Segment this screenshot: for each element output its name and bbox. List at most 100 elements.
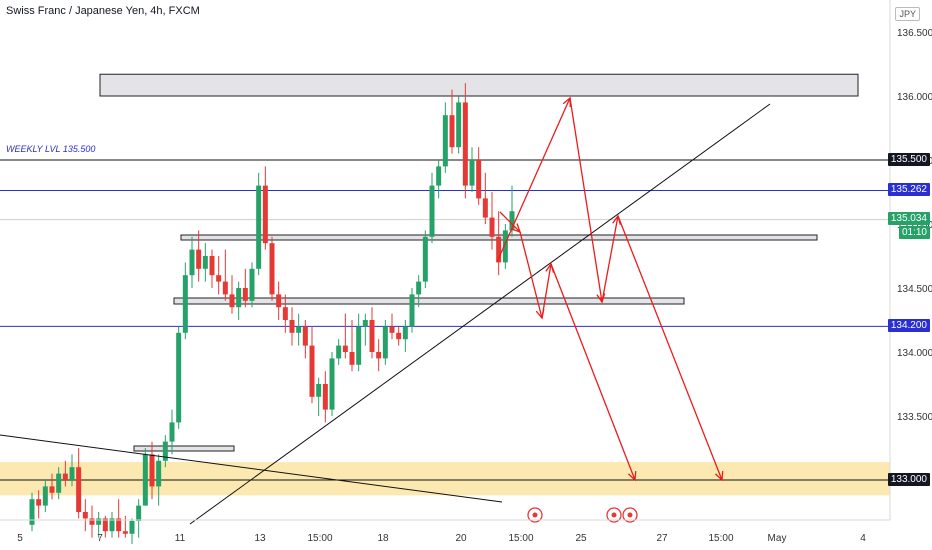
candle-body — [242, 288, 248, 301]
candle — [356, 313, 362, 372]
y-tick-label: 135.000 — [897, 220, 932, 231]
candle-body — [422, 236, 428, 282]
candle — [309, 326, 315, 404]
candle-body — [322, 384, 328, 410]
candle-body — [89, 518, 95, 525]
event-marker-dot — [627, 512, 633, 518]
price-tag-133000: 133.000 — [887, 473, 930, 486]
candle-body — [109, 518, 115, 532]
x-tick-label: 11 — [175, 533, 186, 544]
projection-segment — [499, 211, 521, 233]
candle-body — [36, 499, 42, 506]
projection-segment — [601, 215, 619, 303]
candle — [422, 230, 428, 288]
y-tick-label: 134.000 — [897, 348, 932, 359]
candle — [36, 490, 42, 519]
candle-body — [176, 332, 182, 423]
x-tick-label: 20 — [455, 533, 467, 544]
candle — [102, 515, 108, 538]
candle — [362, 313, 368, 346]
candle-body — [262, 185, 268, 244]
candle — [262, 166, 268, 250]
range-box-small — [133, 445, 235, 452]
candle — [189, 236, 195, 288]
candle — [196, 230, 202, 282]
candle-body — [342, 345, 348, 352]
candle-body — [189, 249, 195, 276]
candle-body — [409, 294, 415, 327]
candle-body — [196, 249, 202, 269]
x-tick-label: 18 — [377, 533, 389, 544]
candle-body — [82, 512, 88, 519]
x-tick-label: May — [768, 533, 787, 544]
projection-segment — [569, 97, 603, 303]
candle — [469, 147, 475, 192]
candle — [296, 313, 302, 346]
x-tick-label: 15:00 — [708, 533, 733, 544]
x-tick-label: 27 — [656, 533, 668, 544]
candle-body — [122, 531, 128, 534]
candle — [249, 262, 255, 308]
projection-path — [499, 211, 637, 482]
candle-body — [402, 326, 408, 340]
chart-title: Swiss Franc / Japanese Yen, 4h, FXCM — [6, 5, 200, 17]
trend-and-projection-lines — [0, 96, 771, 525]
candle-body — [202, 256, 208, 269]
candle — [169, 409, 175, 455]
trendline — [189, 103, 771, 525]
candle-body — [102, 518, 108, 532]
candle-body — [362, 320, 368, 327]
candle-body — [56, 473, 62, 493]
candle — [162, 435, 168, 468]
candle — [89, 505, 95, 538]
candle-body — [156, 460, 162, 487]
candle — [349, 320, 355, 372]
candle — [316, 377, 322, 416]
candle-body — [482, 198, 488, 218]
candle — [329, 352, 335, 416]
candle — [322, 371, 328, 423]
candle — [29, 492, 35, 532]
candle-body — [356, 326, 362, 365]
candle — [456, 96, 462, 154]
candle — [429, 172, 435, 244]
candle — [182, 262, 188, 340]
candle-body — [469, 160, 475, 186]
candle-body — [282, 307, 288, 320]
candle-body — [136, 505, 142, 521]
x-tick-label: 13 — [254, 533, 266, 544]
candle-body — [42, 486, 48, 506]
candle — [436, 160, 442, 199]
candle — [209, 249, 215, 288]
y-tick-label: 136.000 — [897, 92, 932, 103]
candle — [416, 275, 422, 308]
candle — [389, 313, 395, 340]
candle-body — [429, 185, 435, 237]
candle-body — [209, 256, 215, 276]
candle-body — [369, 320, 375, 352]
candle — [489, 192, 495, 250]
candle-body — [502, 230, 508, 263]
y-tick-label: 133.500 — [897, 412, 932, 423]
trendline — [0, 434, 503, 503]
projection-path — [496, 96, 724, 482]
candle — [56, 467, 62, 500]
candle-body — [396, 332, 402, 340]
price-tag-135500: 135.500 — [887, 153, 930, 166]
candle — [109, 512, 115, 538]
projection-segment — [496, 97, 571, 263]
candle-body — [309, 345, 315, 397]
projection-segment — [541, 263, 552, 319]
candle — [222, 249, 228, 301]
candle-body — [316, 384, 322, 397]
candle-body — [229, 294, 235, 308]
arrow-head — [714, 470, 724, 482]
candle-body — [169, 422, 175, 442]
candle-body — [129, 520, 135, 534]
currency-label[interactable]: JPY — [895, 7, 920, 21]
candle-body — [69, 467, 75, 480]
event-marker-dot — [611, 512, 617, 518]
y-tick-label: 136.500 — [897, 28, 932, 39]
candle-body — [269, 243, 275, 295]
